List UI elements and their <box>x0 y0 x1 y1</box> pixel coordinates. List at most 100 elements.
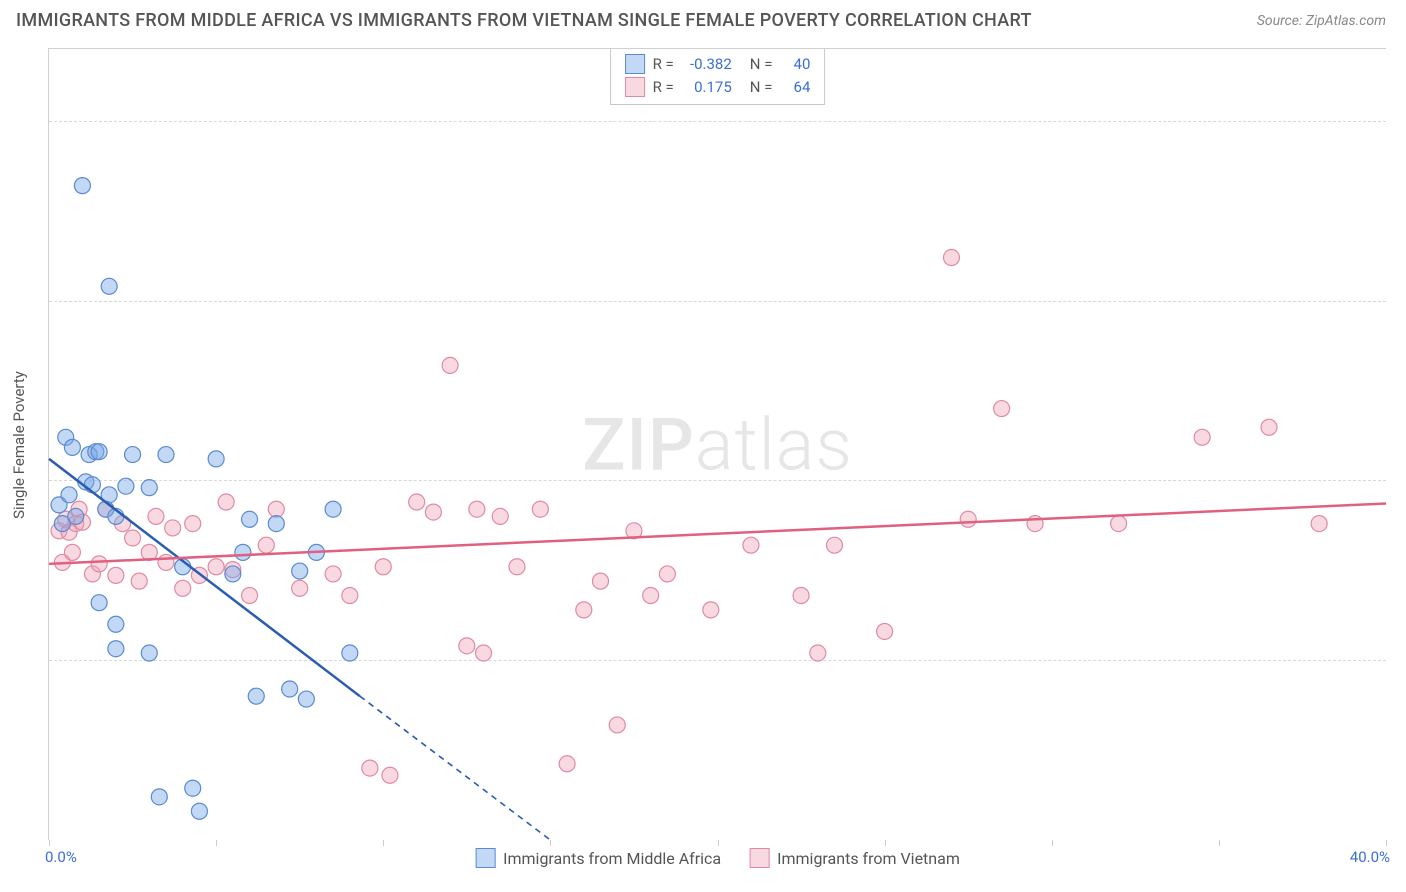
data-point <box>492 508 508 524</box>
data-point <box>1111 516 1127 532</box>
data-point <box>64 439 80 455</box>
data-point <box>61 487 77 503</box>
data-point <box>84 477 100 493</box>
data-point <box>325 566 341 582</box>
x-axis-min-label: 0.0% <box>45 848 77 866</box>
data-point <box>703 602 719 618</box>
stat-label: R = <box>653 53 674 76</box>
data-point <box>91 595 107 611</box>
stat-N-0: 40 <box>780 53 810 76</box>
data-point <box>108 616 124 632</box>
data-point <box>810 645 826 661</box>
data-point <box>532 501 548 517</box>
data-point <box>125 447 141 463</box>
stat-label: N = <box>750 76 773 99</box>
data-point <box>342 588 358 604</box>
data-point <box>960 511 976 527</box>
data-point <box>509 559 525 575</box>
data-point <box>141 645 157 661</box>
data-point <box>185 516 201 532</box>
data-point <box>91 444 107 460</box>
data-point <box>208 451 224 467</box>
data-point <box>659 566 675 582</box>
data-point <box>362 760 378 776</box>
swatch-series-0 <box>475 848 495 868</box>
data-point <box>268 501 284 517</box>
data-point <box>559 756 575 772</box>
data-point <box>191 803 207 819</box>
stat-R-1: 0.175 <box>682 76 732 99</box>
data-point <box>141 480 157 496</box>
data-point <box>743 537 759 553</box>
data-point <box>64 544 80 560</box>
data-point <box>248 688 264 704</box>
legend-item-1: Immigrants from Vietnam <box>749 848 960 868</box>
data-point <box>108 641 124 657</box>
data-point <box>943 250 959 266</box>
data-point <box>382 767 398 783</box>
stat-label: N = <box>750 53 773 76</box>
data-point <box>108 567 124 583</box>
data-point <box>1194 429 1210 445</box>
data-point <box>298 691 314 707</box>
data-point <box>292 580 308 596</box>
data-point <box>325 501 341 517</box>
data-point <box>258 537 274 553</box>
data-point <box>268 516 284 532</box>
data-point <box>1261 419 1277 435</box>
data-point <box>151 789 167 805</box>
data-point <box>225 566 241 582</box>
data-point <box>793 588 809 604</box>
data-point <box>476 645 492 661</box>
source-label: Source: ZipAtlas.com <box>1257 13 1386 29</box>
x-axis-max-label: 40.0% <box>1350 848 1390 866</box>
data-point <box>68 508 84 524</box>
swatch-series-1 <box>625 77 645 97</box>
scatter-plot-svg <box>49 49 1386 840</box>
data-point <box>235 544 251 560</box>
data-point <box>175 580 191 596</box>
data-point <box>609 717 625 733</box>
swatch-series-0 <box>625 54 645 74</box>
stats-legend: R = -0.382 N = 40 R = 0.175 N = 64 <box>610 49 826 105</box>
data-point <box>826 537 842 553</box>
legend-item-0: Immigrants from Middle Africa <box>475 848 721 868</box>
data-point <box>292 563 308 579</box>
data-point <box>74 178 90 194</box>
data-point <box>877 623 893 639</box>
swatch-series-1 <box>749 848 769 868</box>
data-point <box>643 588 659 604</box>
chart-plot-area: Single Female Poverty ZIPatlas 12.5%25.0… <box>48 48 1386 840</box>
data-point <box>593 573 609 589</box>
stat-N-1: 64 <box>780 76 810 99</box>
stats-row-series-1: R = 0.175 N = 64 <box>625 76 811 99</box>
data-point <box>131 573 147 589</box>
y-axis-title: Single Female Poverty <box>10 371 28 519</box>
data-point <box>282 681 298 697</box>
data-point <box>91 556 107 572</box>
legend-label-1: Immigrants from Vietnam <box>777 849 960 868</box>
data-point <box>125 530 141 546</box>
data-point <box>158 447 174 463</box>
data-point <box>409 494 425 510</box>
data-point <box>218 494 234 510</box>
data-point <box>1311 516 1327 532</box>
data-point <box>242 511 258 527</box>
series-legend: Immigrants from Middle Africa Immigrants… <box>475 848 960 868</box>
data-point <box>158 554 174 570</box>
data-point <box>442 357 458 373</box>
data-point <box>459 638 475 654</box>
data-point <box>425 504 441 520</box>
data-point <box>342 645 358 661</box>
data-point <box>165 520 181 536</box>
data-point <box>375 559 391 575</box>
data-point <box>118 478 134 494</box>
stat-label: R = <box>653 76 674 99</box>
data-point <box>469 501 485 517</box>
data-point <box>994 401 1010 417</box>
data-point <box>208 559 224 575</box>
stats-row-series-0: R = -0.382 N = 40 <box>625 53 811 76</box>
data-point <box>101 278 117 294</box>
data-point <box>148 508 164 524</box>
stat-R-0: -0.382 <box>682 53 732 76</box>
